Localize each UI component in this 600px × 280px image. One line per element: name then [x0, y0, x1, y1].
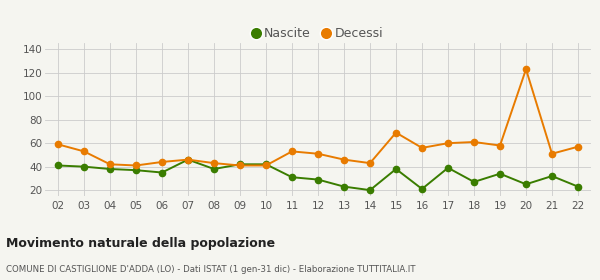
Nascite	[367, 188, 374, 192]
Legend: Nascite, Decessi: Nascite, Decessi	[248, 22, 388, 45]
Nascite	[289, 176, 296, 179]
Decessi	[289, 150, 296, 153]
Decessi	[548, 152, 556, 155]
Decessi	[133, 164, 140, 167]
Decessi	[236, 164, 244, 167]
Decessi	[211, 162, 218, 165]
Text: Movimento naturale della popolazione: Movimento naturale della popolazione	[6, 237, 275, 249]
Decessi	[418, 146, 425, 150]
Nascite	[314, 178, 322, 181]
Decessi	[392, 131, 400, 134]
Nascite	[574, 185, 581, 188]
Nascite	[133, 169, 140, 172]
Decessi	[314, 152, 322, 155]
Nascite	[106, 167, 113, 171]
Decessi	[340, 158, 347, 161]
Decessi	[445, 141, 452, 145]
Nascite	[211, 167, 218, 171]
Nascite	[236, 163, 244, 166]
Nascite	[470, 180, 478, 184]
Decessi	[496, 144, 503, 147]
Decessi	[574, 145, 581, 148]
Line: Nascite: Nascite	[55, 157, 581, 193]
Nascite	[184, 158, 191, 161]
Decessi	[262, 164, 269, 167]
Nascite	[523, 183, 530, 186]
Nascite	[548, 174, 556, 178]
Line: Decessi: Decessi	[55, 66, 581, 169]
Nascite	[418, 187, 425, 191]
Nascite	[496, 172, 503, 175]
Nascite	[55, 164, 62, 167]
Nascite	[262, 163, 269, 166]
Nascite	[80, 165, 88, 168]
Decessi	[184, 158, 191, 161]
Decessi	[367, 162, 374, 165]
Text: COMUNE DI CASTIGLIONE D'ADDA (LO) - Dati ISTAT (1 gen-31 dic) - Elaborazione TUT: COMUNE DI CASTIGLIONE D'ADDA (LO) - Dati…	[6, 265, 415, 274]
Decessi	[106, 163, 113, 166]
Nascite	[392, 167, 400, 171]
Nascite	[445, 166, 452, 169]
Nascite	[340, 185, 347, 188]
Decessi	[55, 143, 62, 146]
Decessi	[80, 150, 88, 153]
Nascite	[158, 171, 166, 174]
Decessi	[523, 67, 530, 71]
Decessi	[158, 160, 166, 164]
Decessi	[470, 140, 478, 144]
